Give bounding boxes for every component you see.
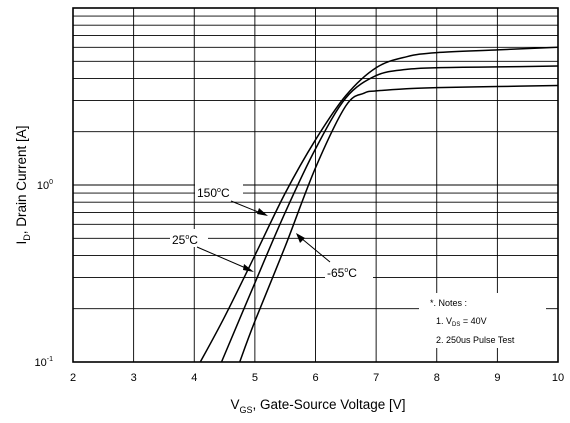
y-axis-label: ID, Drain Current [A]	[14, 125, 32, 244]
arrow-head	[243, 264, 254, 272]
x-tick-label: 8	[434, 372, 440, 384]
series-line-1	[220, 65, 559, 363]
x-axis-label: VGS, Gate-Source Voltage [V]	[230, 397, 405, 415]
x-tick-labels: 2 3 4 5 6 7 8 9 10	[70, 372, 564, 384]
arrow-head	[296, 233, 305, 243]
annotation-150c: 150oC	[195, 183, 268, 216]
svg-text:25oC: 25oC	[172, 233, 198, 247]
annotation-minus65c: -65oC	[296, 233, 373, 280]
y-tick-label: 100	[37, 179, 53, 192]
curves	[199, 46, 559, 363]
x-tick-label: 6	[312, 372, 318, 384]
arrow-head	[257, 208, 268, 216]
series-line-2	[238, 84, 559, 363]
y-tick-label: 10-1	[35, 356, 54, 369]
notes-box: *. Notes : 1. VDS = 40V 2. 250us Pulse T…	[419, 293, 546, 348]
x-tick-label: 9	[494, 372, 500, 384]
plot-frame	[72, 7, 559, 363]
series-line-0	[199, 46, 559, 363]
notes-line-1: 1. VDS = 40V	[436, 316, 487, 328]
x-tick-label: 10	[552, 372, 564, 384]
annotation-25c: 25oC	[170, 229, 254, 272]
x-tick-label: 5	[252, 372, 258, 384]
svg-text:150oC: 150oC	[197, 186, 230, 200]
y-tick-labels: 10-1 100	[35, 179, 54, 369]
notes-line-2: 2. 250us Pulse Test	[436, 335, 515, 345]
svg-text:-65oC: -65oC	[327, 266, 357, 280]
x-tick-label: 2	[70, 372, 76, 384]
x-tick-label: 3	[131, 372, 137, 384]
x-tick-label: 7	[373, 372, 379, 384]
x-tick-label: 4	[191, 372, 197, 384]
notes-title: *. Notes :	[430, 298, 467, 308]
